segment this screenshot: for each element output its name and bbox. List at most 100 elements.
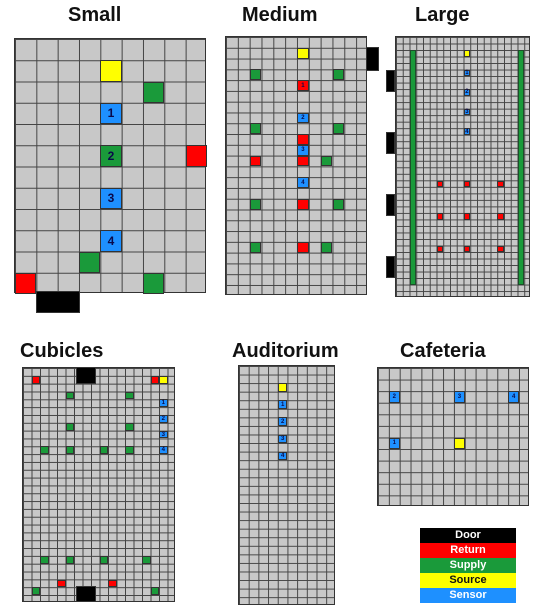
title-auditorium: Auditorium [232, 340, 339, 362]
return-cell [297, 242, 309, 253]
supply-cell [332, 198, 345, 210]
supply-cell [125, 391, 134, 400]
supply-cell [249, 198, 262, 210]
return-cell [497, 180, 504, 188]
return-cell [497, 245, 504, 253]
supply-cell [125, 446, 134, 455]
sensor-cell: 2 [159, 415, 168, 423]
small-room-grid: 1 2 3 4 [14, 38, 207, 294]
door-large-1 [386, 70, 395, 92]
door-small [36, 291, 80, 313]
sensor-cell: 4 [100, 230, 122, 252]
sensor-cell: 3 [100, 187, 122, 209]
supply-cell [332, 123, 345, 135]
supply-cell [320, 155, 333, 167]
return-cell [31, 375, 40, 384]
source-cell [463, 50, 471, 57]
supply-cell: 2 [100, 145, 122, 167]
sensor-cell: 4 [297, 177, 309, 189]
sensor-cell: 4 [159, 446, 168, 455]
legend-supply: Supply [420, 558, 516, 573]
return-cell [249, 155, 262, 167]
legend-return: Return [420, 543, 516, 558]
auditorium-room-grid: 1 2 3 4 [238, 365, 335, 605]
legend-door: Door [420, 528, 516, 543]
legend-source: Source [420, 573, 516, 588]
source-cell [277, 383, 288, 392]
return-cell [57, 579, 66, 588]
sensor-cell: 2 [297, 112, 309, 124]
supply-cell [249, 123, 262, 135]
supply-cell [150, 587, 159, 596]
source-cell [100, 60, 122, 82]
legend-sensor: Sensor [420, 588, 516, 603]
door-cubicles-bottom [76, 586, 96, 602]
supply-cell [99, 556, 108, 564]
sensor-cell: 2 [277, 417, 288, 426]
supply-stripe [517, 50, 525, 285]
sensor-cell: 3 [463, 108, 471, 116]
return-cell [463, 213, 471, 220]
return-cell: 1 [297, 80, 309, 91]
source-cell [159, 375, 168, 384]
sensor-cell: 1 [463, 69, 471, 77]
source-cell [454, 437, 465, 450]
cubicles-room-grid: 1 2 3 4 [22, 367, 175, 602]
door-cubicles-top [76, 367, 96, 384]
sensor-cell: 3 [159, 430, 168, 439]
return-cell [297, 134, 309, 145]
sensor-cell: 4 [277, 451, 288, 461]
supply-cell [143, 272, 165, 294]
supply-cell [332, 69, 345, 81]
sensor-cell: 1 [277, 400, 288, 409]
supply-cell [99, 446, 108, 455]
sensor-cell: 4 [463, 128, 471, 135]
door-large-2 [386, 132, 395, 154]
return-cell [436, 213, 444, 220]
sensor-cell: 3 [297, 144, 309, 156]
supply-cell [40, 446, 49, 455]
door-large-4 [386, 256, 395, 278]
supply-stripe [409, 50, 417, 285]
title-large: Large [415, 4, 470, 26]
supply-cell [249, 242, 262, 253]
source-cell [297, 47, 309, 59]
return-cell [463, 245, 471, 253]
title-cubicles: Cubicles [20, 340, 104, 362]
title-cafeteria: Cafeteria [400, 340, 486, 362]
supply-cell [65, 391, 74, 400]
supply-cell [320, 242, 333, 253]
door-large-3 [386, 194, 395, 216]
return-cell [297, 155, 309, 167]
sensor-cell: 3 [277, 434, 288, 444]
sensor-cell: 4 [508, 391, 520, 403]
return-cell [436, 180, 444, 188]
medium-room-grid: 1 2 3 4 [225, 36, 367, 295]
sensor-cell: 2 [463, 89, 471, 96]
sensor-cell: 3 [454, 391, 465, 403]
return-cell [185, 145, 207, 167]
supply-cell [142, 556, 151, 564]
return-cell [108, 579, 117, 588]
title-medium: Medium [242, 4, 318, 26]
supply-cell [31, 587, 40, 596]
supply-cell [143, 81, 165, 103]
large-room-grid: 1 2 3 4 [395, 36, 530, 297]
supply-cell [65, 556, 74, 564]
door-medium [366, 47, 379, 71]
sensor-cell: 2 [388, 391, 400, 403]
return-cell [463, 180, 471, 188]
supply-cell [65, 422, 74, 431]
return-cell [150, 375, 159, 384]
title-small: Small [68, 4, 122, 26]
sensor-cell: 1 [388, 437, 400, 450]
return-cell [436, 245, 444, 253]
return-cell [497, 213, 504, 220]
cafeteria-room-grid: 2 3 4 1 [377, 367, 529, 506]
supply-cell [125, 422, 134, 431]
return-cell [15, 272, 37, 294]
supply-cell [79, 251, 101, 273]
sensor-cell: 1 [100, 102, 122, 124]
supply-cell [65, 446, 74, 455]
supply-cell [40, 556, 49, 564]
